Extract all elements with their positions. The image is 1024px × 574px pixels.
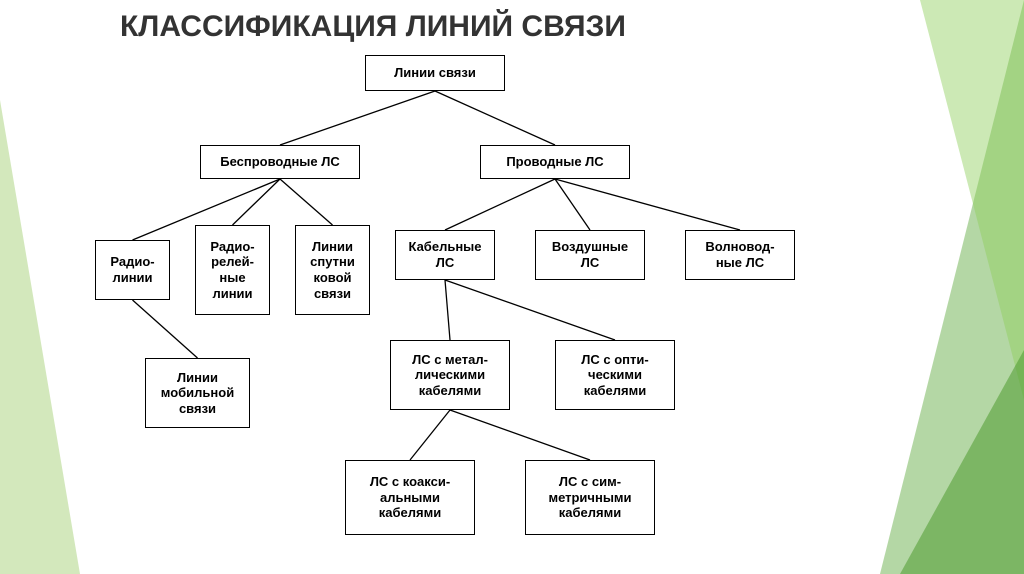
node-wave: Волновод- ные ЛС bbox=[685, 230, 795, 280]
edge-wireless-relay bbox=[233, 179, 281, 225]
edge-cable-optic bbox=[445, 280, 615, 340]
node-mobile: Линии мобильной связи bbox=[145, 358, 250, 428]
node-sym: ЛС с сим- метричными кабелями bbox=[525, 460, 655, 535]
node-air: Воздушные ЛС bbox=[535, 230, 645, 280]
edge-wireless-sat bbox=[280, 179, 333, 225]
node-relay: Радио- релей- ные линии bbox=[195, 225, 270, 315]
edge-wired-air bbox=[555, 179, 590, 230]
edge-radio-mobile bbox=[133, 300, 198, 358]
edge-root-wireless bbox=[280, 91, 435, 145]
node-metal: ЛС с метал- лическими кабелями bbox=[390, 340, 510, 410]
edge-root-wired bbox=[435, 91, 555, 145]
edge-wired-cable bbox=[445, 179, 555, 230]
node-cable: Кабельные ЛС bbox=[395, 230, 495, 280]
node-wireless: Беспроводные ЛС bbox=[200, 145, 360, 179]
node-radio: Радио- линии bbox=[95, 240, 170, 300]
node-coax: ЛС с коакси- альными кабелями bbox=[345, 460, 475, 535]
edge-metal-coax bbox=[410, 410, 450, 460]
node-optic: ЛС с опти- ческими кабелями bbox=[555, 340, 675, 410]
edge-wired-wave bbox=[555, 179, 740, 230]
node-wired: Проводные ЛС bbox=[480, 145, 630, 179]
edge-metal-sym bbox=[450, 410, 590, 460]
node-root: Линии связи bbox=[365, 55, 505, 91]
node-sat: Линии спутни ковой связи bbox=[295, 225, 370, 315]
page-title: КЛАССИФИКАЦИЯ ЛИНИЙ СВЯЗИ bbox=[120, 10, 626, 44]
edge-cable-metal bbox=[445, 280, 450, 340]
